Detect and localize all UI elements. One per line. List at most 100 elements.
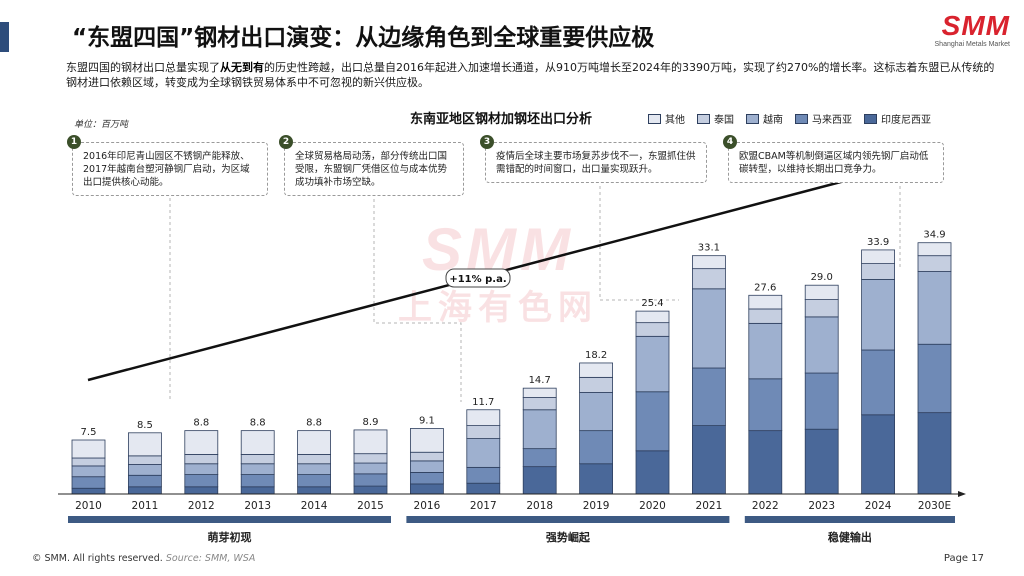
- bar-segment-泰国: [692, 268, 726, 290]
- bar-segment-印度尼西亚: [466, 482, 501, 495]
- bar-segment-泰国: [861, 263, 895, 280]
- callout-number: 4: [723, 135, 737, 149]
- bar-segment-马来西亚: [184, 474, 219, 488]
- x-tick-label: 2018: [526, 500, 553, 512]
- bar-segment-马来西亚: [635, 391, 670, 452]
- total-label: 18.2: [585, 350, 607, 361]
- bar-segment-印度尼西亚: [184, 486, 219, 495]
- x-tick-label: 2015: [357, 500, 384, 512]
- total-label: 27.6: [754, 282, 776, 293]
- summary-part-1: 东盟四国的钢材出口总量实现了: [66, 61, 220, 74]
- x-tick-label: 2012: [188, 500, 215, 512]
- bar-segment-其他: [917, 242, 952, 257]
- bar-segment-越南: [748, 322, 783, 380]
- callout-4: 4 欧盟CBAM等机制倒逼区域内领先钢厂启动低碳转型，以维持长期出口竞争力。: [723, 135, 944, 183]
- summary-part-2: 的历史性跨越，出口总量自2016年起进入加速增长通道，从910万吨增长至2024…: [66, 61, 995, 89]
- bar-segment-马来西亚: [692, 367, 726, 426]
- bar-segment-其他: [579, 362, 613, 378]
- callout-leader-line: [599, 180, 679, 301]
- total-label: 8.8: [193, 418, 209, 429]
- x-tick-label: 2019: [583, 500, 610, 512]
- bar-segment-其他: [297, 430, 332, 455]
- bar-segment-越南: [353, 462, 388, 475]
- callout-1: 1 2016年印尼青山园区不锈钢产能释放、2017年越南台塑河静钢厂启动，为区域…: [67, 135, 268, 196]
- bar-segment-马来西亚: [466, 466, 501, 484]
- bar-segment-马来西亚: [409, 471, 444, 485]
- smm-logo: SMM Shanghai Metals Market: [934, 10, 1010, 49]
- bar-segment-越南: [861, 279, 895, 351]
- bar-segment-其他: [240, 430, 275, 455]
- bar-segment-泰国: [353, 453, 388, 464]
- bar-segment-马来西亚: [748, 378, 783, 432]
- bar-segment-印度尼西亚: [804, 428, 839, 495]
- total-label: 8.8: [306, 418, 322, 429]
- bar-segment-印度尼西亚: [409, 483, 444, 495]
- bar-segment-越南: [127, 464, 162, 476]
- bar-segment-泰国: [184, 453, 219, 465]
- legend-swatch: [795, 113, 808, 124]
- legend-item-indonesia: 印度尼西亚: [864, 111, 931, 126]
- total-label: 33.1: [698, 243, 720, 254]
- chart-title: 东南亚地区钢材加钢坯出口分析: [410, 112, 593, 127]
- bar-segment-印度尼西亚: [522, 466, 557, 495]
- bar-segment-印度尼西亚: [353, 485, 388, 495]
- chart-legend: 其他 泰国 越南 马来西亚 印度尼西亚: [648, 111, 931, 126]
- bar-segment-马来西亚: [917, 343, 952, 414]
- bar-segment-马来西亚: [297, 474, 332, 488]
- bar-segment-越南: [184, 463, 219, 475]
- legend-item-malaysia: 马来西亚: [795, 111, 852, 126]
- callout-text: 欧盟CBAM等机制倒逼区域内领先钢厂启动低碳转型，以维持长期出口竞争力。: [739, 151, 929, 175]
- phase-label: 稳健输出: [828, 530, 872, 544]
- bar-segment-其他: [635, 310, 670, 324]
- bar-segment-泰国: [127, 455, 162, 465]
- legend-swatch: [648, 113, 661, 124]
- summary-bold: 从无到有: [220, 61, 264, 74]
- phase-label: 萌芽初现: [208, 530, 252, 544]
- callout-leader-line: [373, 193, 462, 402]
- total-label: 11.7: [472, 397, 494, 408]
- bar-segment-印度尼西亚: [861, 414, 895, 495]
- bar-segment-马来西亚: [522, 448, 557, 468]
- bar-segment-其他: [184, 430, 219, 455]
- trend-label-box: [445, 268, 511, 288]
- bar-segment-印度尼西亚: [71, 487, 106, 495]
- bar-segment-印度尼西亚: [127, 486, 162, 495]
- unit-label: 单位：百万吨: [74, 120, 129, 130]
- bar-segment-马来西亚: [127, 474, 162, 488]
- trend-label: +11% p.a.: [449, 274, 506, 285]
- x-tick-label: 2020: [639, 500, 666, 512]
- bar-segment-泰国: [522, 397, 557, 411]
- x-tick-label: 2017: [470, 500, 497, 512]
- legend-swatch: [864, 113, 877, 124]
- total-label: 25.4: [641, 298, 663, 309]
- x-tick-label: 2024: [865, 500, 892, 512]
- bar-segment-马来西亚: [804, 372, 839, 430]
- bar-segment-印度尼西亚: [635, 450, 670, 495]
- callout-text: 疫情后全球主要市场复苏步伐不一，东盟抓住供需错配的时间窗口，出口量实现跃升。: [496, 151, 696, 175]
- legend-item-thailand: 泰国: [697, 111, 734, 126]
- legend-label: 越南: [763, 115, 783, 126]
- x-axis-arrow: [958, 491, 966, 497]
- bar-segment-印度尼西亚: [748, 430, 783, 495]
- summary-text: 东盟四国的钢材出口总量实现了从无到有的历史性跨越，出口总量自2016年起进入加速…: [66, 60, 996, 90]
- logo-sub-text: Shanghai Metals Market: [934, 41, 1010, 48]
- x-tick-label: 2022: [752, 500, 779, 512]
- bar-segment-马来西亚: [71, 476, 106, 489]
- callout-number: 3: [480, 135, 494, 149]
- bar-segment-泰国: [579, 376, 613, 393]
- logo-main-text: SMM: [941, 10, 1010, 41]
- bar-segment-其他: [748, 294, 783, 310]
- bar-segment-泰国: [748, 308, 783, 324]
- legend-swatch: [697, 113, 710, 124]
- bar-segment-印度尼西亚: [917, 412, 952, 495]
- total-label: 14.7: [529, 375, 551, 386]
- bar-segment-其他: [522, 387, 557, 398]
- bar-segment-印度尼西亚: [579, 463, 613, 495]
- legend-label: 其他: [665, 115, 685, 126]
- bar-segment-越南: [635, 335, 670, 393]
- copyright-text: © SMM. All rights reserved.: [32, 553, 163, 564]
- legend-label: 马来西亚: [812, 115, 852, 126]
- bar-segment-其他: [71, 439, 106, 459]
- phase-bar: [406, 516, 730, 523]
